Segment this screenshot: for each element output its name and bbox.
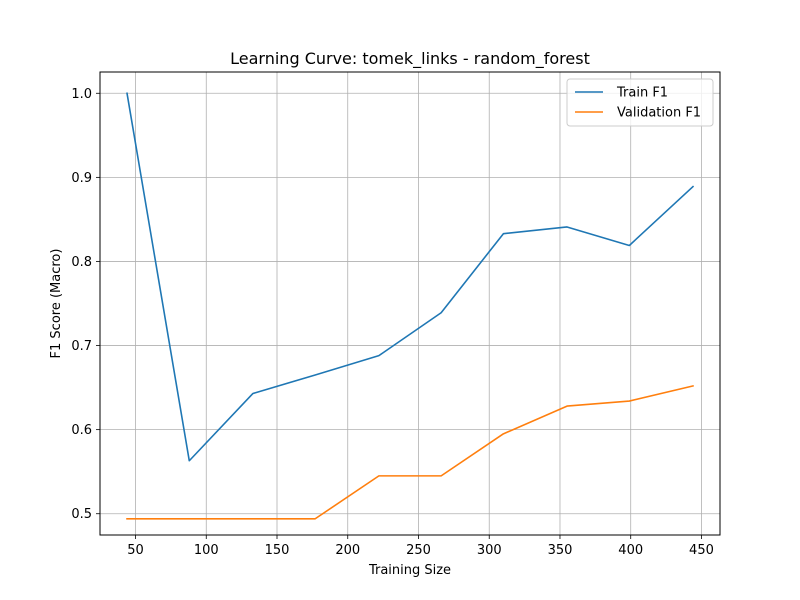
x-tick-label: 400 bbox=[618, 543, 643, 558]
axis-ticks: 50 100 150 200 250 300 350 400 450 0.5 0.6 0.7 0.8 0.… bbox=[71, 87, 714, 558]
plot-frame bbox=[99, 71, 721, 536]
y-axis-label: F1 Score (Macro) bbox=[49, 249, 64, 359]
x-axis-label: Training Size bbox=[368, 563, 451, 578]
legend-label-validation: Validation F1 bbox=[617, 106, 701, 121]
x-tick-label: 100 bbox=[194, 543, 219, 558]
x-tick-label: 200 bbox=[335, 543, 360, 558]
y-tick-label: 1.0 bbox=[71, 87, 92, 102]
x-tick-label: 250 bbox=[406, 543, 431, 558]
legend: Train F1 Validation F1 bbox=[566, 78, 714, 127]
grid-lines bbox=[100, 72, 720, 535]
x-tick-label: 450 bbox=[689, 543, 714, 558]
y-tick-label: 0.6 bbox=[71, 423, 92, 438]
x-tick-label: 350 bbox=[548, 543, 573, 558]
legend-box bbox=[566, 78, 714, 127]
chart-title: Learning Curve: tomek_links - random_for… bbox=[230, 49, 590, 69]
legend-label-train: Train F1 bbox=[616, 86, 668, 101]
series-lines bbox=[126, 92, 695, 520]
x-tick-label: 150 bbox=[265, 543, 290, 558]
validation-f1-line bbox=[126, 384, 694, 520]
x-tick-label: 50 bbox=[127, 543, 144, 558]
y-tick-label: 0.7 bbox=[71, 339, 92, 354]
y-tick-label: 0.9 bbox=[71, 171, 92, 186]
y-tick-label: 0.8 bbox=[71, 255, 92, 270]
train-f1-line bbox=[126, 92, 695, 462]
y-tick-label: 0.5 bbox=[71, 507, 92, 522]
x-tick-label: 300 bbox=[477, 543, 502, 558]
